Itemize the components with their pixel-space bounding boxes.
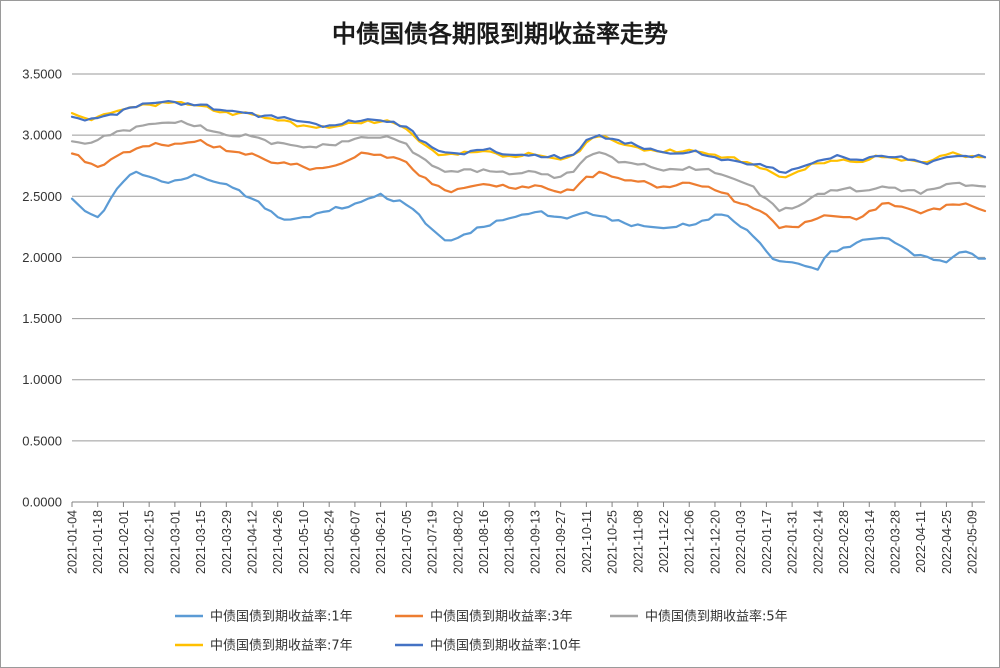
y-tick-label: 3.0000 [22, 128, 62, 143]
legend-label: 中债国债到期收益率:10年 [430, 638, 581, 654]
x-tick-label: 2021-04-12 [246, 510, 260, 574]
x-tick-label: 2021-03-01 [168, 510, 182, 574]
x-tick-label: 2022-05-09 [966, 510, 980, 574]
series-line-5 [70, 100, 987, 174]
x-tick-label: 2021-05-10 [297, 510, 311, 574]
x-tick-label: 2022-01-03 [734, 510, 748, 574]
x-tick-label: 2022-02-14 [811, 510, 825, 574]
gridlines [72, 73, 985, 503]
x-tick-label: 2022-02-28 [837, 510, 851, 574]
x-tick-label: 2022-03-28 [888, 510, 902, 574]
x-tick-label: 2021-12-06 [683, 510, 697, 574]
y-tick-label: 3.5000 [22, 67, 62, 82]
x-tick-label: 2022-04-25 [940, 510, 954, 574]
legend: 中债国债到期收益率:1年 中债国债到期收益率:3年 中债国债到期收益率:5年中债国债… [175, 609, 788, 654]
x-tick-label: 2021-10-25 [606, 510, 620, 574]
legend-label: 中债国债到期收益率:7年 [210, 638, 353, 654]
x-tick-label: 2021-11-08 [631, 510, 645, 573]
series-line-3 [70, 119, 987, 213]
x-tick-label: 2021-01-18 [91, 510, 105, 574]
x-tick-label: 2021-03-15 [194, 510, 208, 574]
y-axis-ticks: 0.0000 0.5000 1.0000 1.5000 2.0000 2.5000 3.00… [22, 67, 62, 510]
series-line-4 [70, 101, 987, 179]
y-tick-label: 0.5000 [22, 433, 62, 448]
x-tick-label: 2021-10-11 [580, 510, 594, 573]
x-tick-label: 2022-01-17 [760, 510, 774, 574]
y-tick-label: 1.5000 [22, 311, 62, 326]
x-tick-label: 2021-09-27 [554, 510, 568, 574]
x-tick-label: 2021-11-22 [657, 510, 671, 573]
y-tick-label: 1.0000 [22, 372, 62, 387]
x-tick-label: 2021-04-26 [271, 510, 285, 574]
x-tick-label: 2021-09-13 [528, 510, 542, 574]
x-tick-label: 2021-06-07 [348, 510, 362, 574]
legend-label: 中债国债到期收益率:1年 [210, 609, 353, 625]
x-tick-label: 2021-08-30 [503, 510, 517, 574]
x-tick-label: 2022-01-31 [786, 510, 800, 574]
x-tick-label: 2021-12-20 [708, 510, 722, 574]
x-tick-label: 2021-02-01 [117, 510, 131, 574]
x-tick-label: 2021-03-29 [220, 510, 234, 574]
x-tick-label: 2021-07-19 [426, 510, 440, 574]
x-tick-label: 2021-01-04 [66, 510, 80, 574]
x-tick-label: 2021-08-16 [477, 510, 491, 574]
series-line-2 [70, 138, 987, 230]
x-tick-label: 2021-07-05 [400, 510, 414, 574]
x-tick-label: 2021-05-24 [323, 510, 337, 574]
legend-label: 中债国债到期收益率:3年 [430, 609, 573, 625]
x-tick-label: 2021-06-21 [374, 510, 388, 574]
y-tick-label: 2.0000 [22, 250, 62, 265]
x-tick-label: 2022-03-14 [863, 510, 877, 574]
x-tick-label: 2021-02-15 [143, 510, 157, 574]
x-tick-label: 2021-08-02 [451, 510, 465, 574]
y-tick-label: 2.5000 [22, 189, 62, 204]
series-lines [70, 100, 987, 271]
y-tick-label: 0.0000 [22, 495, 62, 510]
x-axis-ticks: 2021-01-04 2021-01-18 2021-02-01 2021-02-15… [66, 502, 980, 574]
x-tick-label: 2022-04-11 [914, 510, 928, 573]
chart-title: 中债国债各期限到期收益率走势 [332, 20, 668, 48]
series-line-1 [70, 170, 987, 271]
legend-label: 中债国债到期收益率:5年 [645, 609, 788, 625]
